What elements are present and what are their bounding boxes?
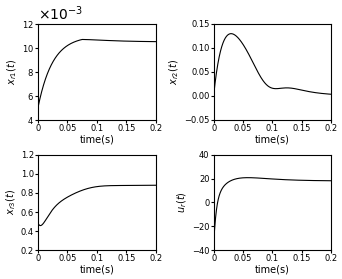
X-axis label: time(s): time(s) [255, 265, 290, 275]
Y-axis label: $x_{r3}(t)$: $x_{r3}(t)$ [4, 189, 18, 215]
Y-axis label: $x_{r2}(t)$: $x_{r2}(t)$ [168, 59, 181, 85]
X-axis label: time(s): time(s) [79, 265, 114, 275]
X-axis label: time(s): time(s) [79, 134, 114, 144]
X-axis label: time(s): time(s) [255, 134, 290, 144]
Y-axis label: $u_r(t)$: $u_r(t)$ [175, 191, 189, 213]
Y-axis label: $x_{r1}(t)$: $x_{r1}(t)$ [5, 59, 19, 85]
